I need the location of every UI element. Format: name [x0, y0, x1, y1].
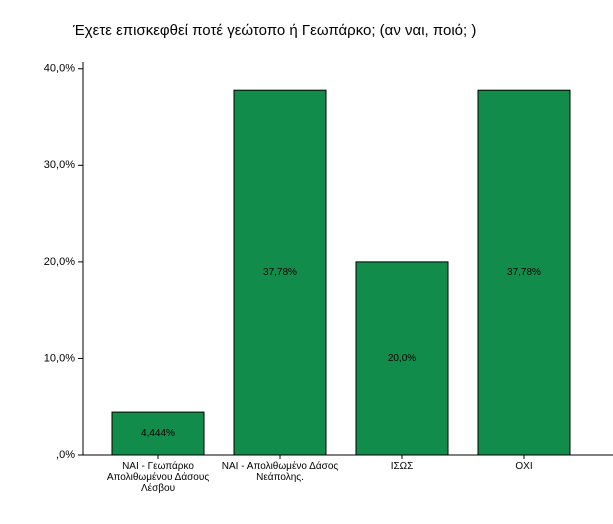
- x-tick-label: ΙΣΩΣ: [390, 461, 414, 472]
- x-tick-label: ΝΑΙ - Γεωπάρκο Απολιθωμένου Δάσους Λέσβο…: [106, 461, 210, 494]
- x-tick-label: ΝΑΙ - Απολιθωμένο Δάσος Νεάπολης.: [221, 461, 339, 483]
- y-tick-label: 40,0%: [44, 63, 75, 75]
- y-tick-label: 10,0%: [44, 352, 75, 364]
- y-tick-label: 30,0%: [44, 159, 75, 171]
- value-label: 4,444%: [141, 428, 175, 439]
- x-tick-label: ΟΧΙ: [515, 461, 533, 472]
- y-tick-label: ,0%: [56, 449, 75, 461]
- bar: [477, 89, 571, 456]
- value-label: 37,78%: [263, 267, 297, 278]
- value-label: 20,0%: [388, 353, 416, 364]
- y-tick-label: 20,0%: [44, 256, 75, 268]
- bar: [233, 89, 327, 456]
- chart-title: Έχετε επισκεφθεί ποτέ γεώτοπο ή Γεωπάρκο…: [72, 22, 476, 39]
- value-label: 37,78%: [507, 267, 541, 278]
